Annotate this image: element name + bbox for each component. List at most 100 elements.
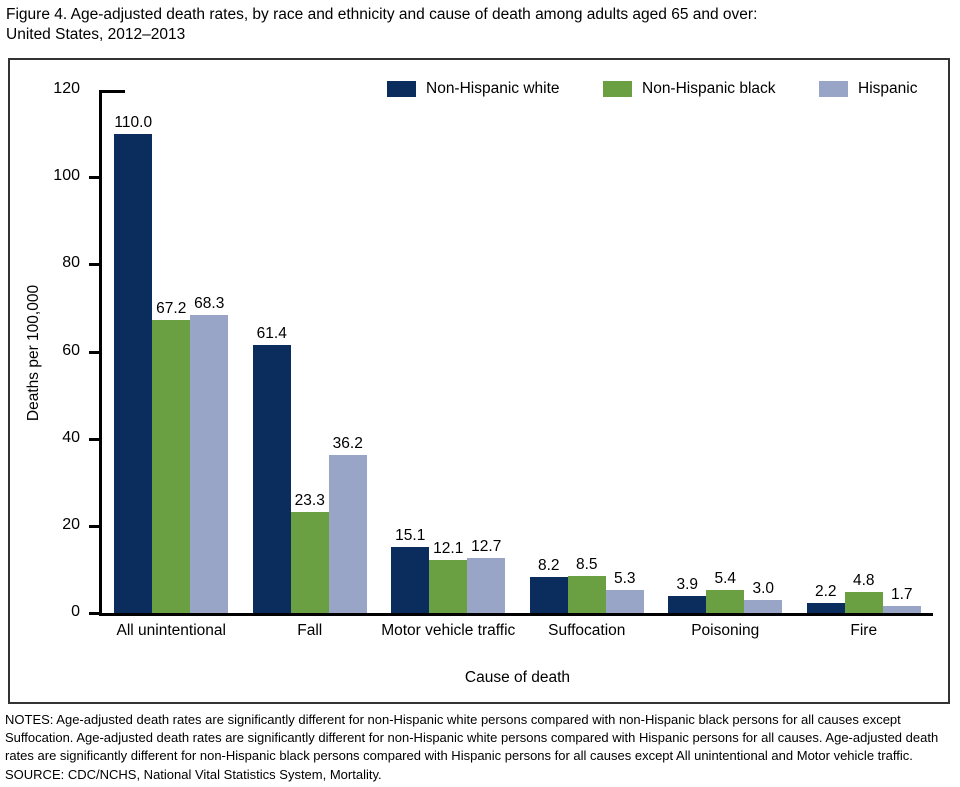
bar-column: 5.4 [706,569,745,613]
y-tick-mark [89,263,99,267]
x-category-label: Fall [297,622,323,639]
bar-group: 2.2 4.8 1.7 [795,90,934,613]
bar-column: 61.4 [252,325,291,613]
notes-block: NOTES: Age-adjusted death rates are sign… [5,711,956,784]
figure-title: Figure 4. Age-adjusted death rates, by r… [6,5,757,46]
bar-value-label: 1.7 [890,585,913,603]
bar-value-label: 3.0 [752,579,775,597]
y-tick-mark [89,612,99,615]
bar-column: 12.1 [429,540,468,613]
bar-column: 8.2 [529,557,568,613]
legend-swatch-non-hispanic-black [603,81,632,97]
bar [806,603,845,613]
bar-value-label: 36.2 [332,435,363,453]
y-tick-mark [89,524,99,528]
bar [844,592,883,613]
legend-item: Non-Hispanic black [603,80,819,98]
bar-column: 3.0 [744,579,783,613]
bar [114,133,153,613]
bar [328,455,367,613]
bar-column: 68.3 [190,295,229,613]
legend-item: Hispanic [819,80,917,98]
x-category-label: Fire [850,622,878,639]
legend-label: Hispanic [858,80,918,97]
bar-value-label: 68.3 [194,295,225,313]
y-tick-label: 120 [53,80,80,97]
bar [706,589,745,613]
bar [882,605,921,613]
bar-value-label: 12.1 [433,540,464,558]
bar-value-label: 15.1 [395,527,426,545]
y-tick-mark [89,437,99,441]
bar [467,557,506,613]
legend-label: Non-Hispanic white [426,80,560,97]
x-axis-title: Cause of death [464,669,571,686]
bar-group: 15.1 12.1 12.7 [379,90,518,613]
bar-column: 67.2 [152,300,191,613]
bar-value-label: 5.3 [613,569,636,587]
bar [529,577,568,613]
bar-value-label: 3.9 [676,576,699,593]
plot-area: 110.0 67.2 68.3 61.4 23.3 36.2 15.1 12.1 12.7 8.2… [99,90,933,616]
bar [190,315,229,613]
legend-swatch-non-hispanic-white [387,81,416,97]
bar-value-label: 8.2 [537,557,560,575]
bar-value-label: 8.5 [575,556,598,573]
x-category-label: Poisoning [691,622,760,639]
chart-frame: Non-Hispanic white Non-Hispanic black Hisp… [8,58,950,704]
legend-swatch-hispanic [819,81,848,97]
bar-value-label: 61.4 [256,325,287,343]
bar-value-label: 5.4 [714,569,737,587]
y-tick-mark [89,176,99,180]
bar [744,599,783,613]
bar-value-label: 67.2 [156,300,187,318]
bar-group: 8.2 8.5 5.3 [518,90,657,613]
bar [429,560,468,613]
figure-title-line-1: Figure 4. Age-adjusted death rates, by r… [6,6,758,23]
notes-text: NOTES: Age-adjusted death rates are sign… [5,712,939,764]
bar-value-label: 23.3 [294,491,325,509]
x-category-label: Suffocation [548,622,626,639]
bar-column: 1.7 [882,585,921,613]
bar-column: 2.2 [806,583,845,613]
legend-item: Non-Hispanic white [387,80,603,98]
bar-column: 4.8 [844,572,883,613]
bar-value-label: 2.2 [814,583,837,601]
y-tick-label: 60 [62,341,80,359]
y-tick-label: 100 [53,167,80,185]
bar [391,547,430,613]
x-category-label: All unintentional [116,622,226,639]
bar [252,345,291,613]
legend-label: Non-Hispanic black [642,80,776,97]
bar-group: 61.4 23.3 36.2 [241,90,380,613]
figure-title-line-2: United States, 2012–2013 [6,26,186,44]
y-tick-mark [102,90,125,93]
y-tick-label: 0 [71,603,80,620]
bar [605,589,644,613]
x-category-label: Motor vehicle traffic [381,622,516,639]
y-tick-label: 20 [62,515,80,533]
bar-column: 23.3 [290,491,329,613]
bar [290,511,329,613]
bar-group: 3.9 5.4 3.0 [656,90,795,613]
y-tick-mark [89,350,99,354]
bar-value-label: 12.7 [471,537,502,555]
bar-column: 15.1 [391,527,430,613]
bar-value-label: 4.8 [852,572,875,590]
bar [668,596,707,613]
bar-group: 110.0 67.2 68.3 [102,90,241,613]
x-axis-category-labels: All unintentional Fall Motor vehicle traff… [102,621,933,640]
source-text: SOURCE: CDC/NCHS, National Vital Statist… [5,766,382,782]
bar [152,320,191,613]
bar-column: 5.3 [605,569,644,613]
y-tick-label: 40 [62,428,80,446]
chart-legend: Non-Hispanic white Non-Hispanic black Hisp… [387,80,917,98]
bar [567,576,606,613]
bar-column: 36.2 [328,435,367,613]
y-tick-label: 80 [62,254,80,272]
bar-column: 8.5 [567,556,606,613]
bar-column: 12.7 [467,537,506,613]
bar-value-label: 110.0 [114,113,153,131]
bar-column: 3.9 [668,576,707,613]
bar-column: 110.0 [114,113,153,613]
